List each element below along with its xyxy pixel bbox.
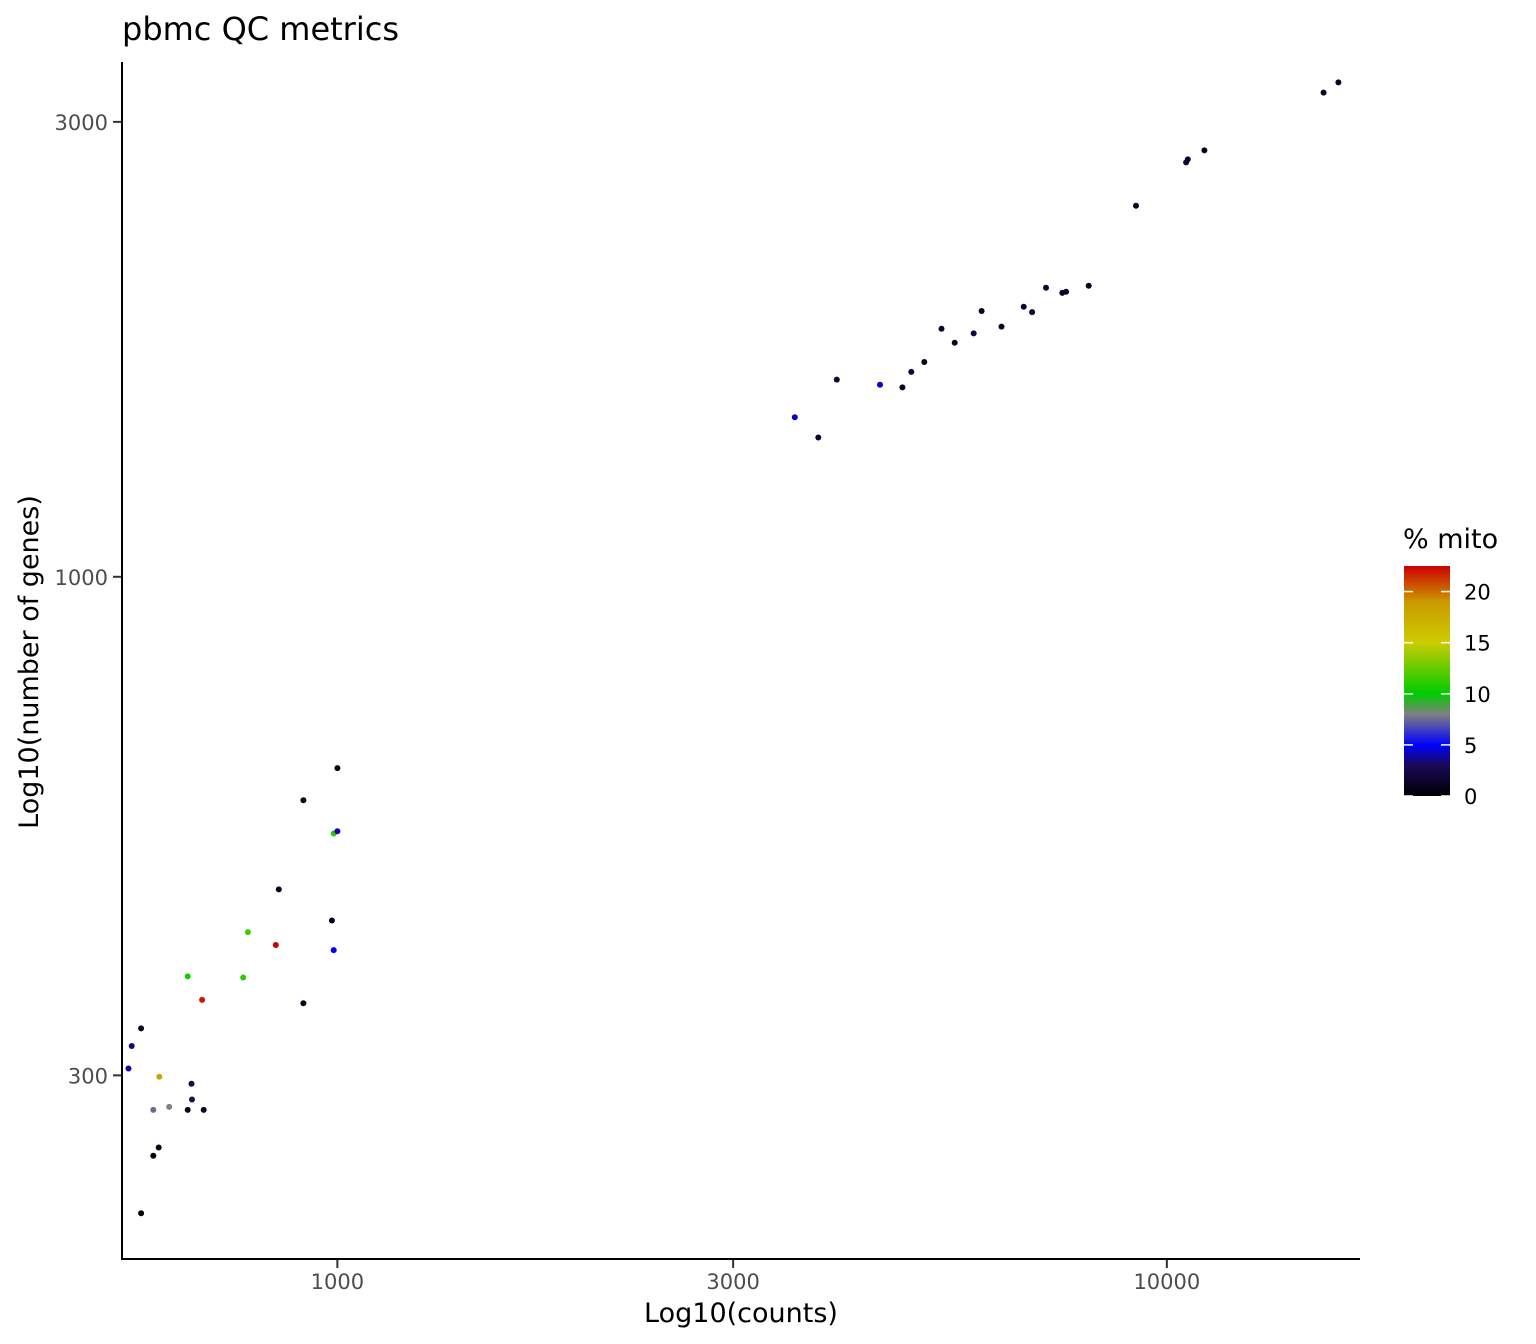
data-point — [272, 942, 279, 948]
data-point — [156, 1073, 163, 1080]
legend-break-label: 0 — [1464, 785, 1477, 809]
data-point — [199, 996, 206, 1003]
data-point — [815, 434, 822, 441]
data-point — [1133, 202, 1139, 209]
y-tick-label: 1000 — [55, 566, 108, 590]
data-point — [240, 974, 247, 981]
x-axis-ticks: 1000 3000 10000 — [311, 1260, 1200, 1294]
data-point — [150, 1106, 157, 1113]
data-point — [791, 414, 798, 421]
y-axis-ticks: 300 1000 3000 — [55, 111, 121, 1088]
x-tick-label: 1000 — [311, 1270, 364, 1294]
data-point — [921, 359, 928, 365]
legend-break-label: 10 — [1464, 683, 1491, 707]
legend-colorbar — [1404, 566, 1450, 796]
data-point — [1085, 282, 1092, 289]
data-points — [125, 79, 1342, 1217]
data-point — [184, 1106, 191, 1113]
data-point — [1059, 289, 1066, 296]
data-point — [1029, 309, 1036, 316]
data-point — [1335, 79, 1342, 86]
data-point — [166, 1103, 173, 1110]
y-tick-label: 3000 — [55, 111, 108, 135]
legend-break-label: 5 — [1464, 734, 1477, 758]
data-point — [877, 381, 883, 388]
chart-title: pbmc QC metrics — [122, 10, 399, 48]
data-point — [334, 765, 341, 772]
data-point — [1201, 147, 1208, 154]
data-point — [138, 1210, 145, 1217]
data-point — [1020, 303, 1027, 310]
data-point — [328, 917, 335, 924]
data-point — [155, 1144, 162, 1151]
legend-break-label: 15 — [1464, 632, 1491, 656]
x-tick-label: 3000 — [706, 1270, 759, 1294]
y-axis-title: Log10(number of genes) — [14, 495, 45, 829]
data-point — [300, 1000, 307, 1007]
data-point — [188, 1080, 195, 1087]
data-point — [908, 368, 915, 375]
data-point — [899, 384, 906, 391]
data-point — [128, 1043, 135, 1049]
data-point — [1183, 159, 1190, 166]
data-point — [998, 323, 1005, 330]
data-point — [125, 1065, 132, 1072]
data-point — [330, 947, 337, 954]
data-point — [275, 886, 282, 893]
data-point — [970, 330, 977, 337]
legend: % mito 0 5 10 15 20 — [1403, 524, 1498, 809]
data-point — [938, 325, 945, 332]
data-point — [184, 973, 191, 980]
legend-title: % mito — [1403, 524, 1498, 555]
data-point — [138, 1025, 145, 1032]
data-point — [244, 929, 251, 936]
data-point — [1043, 284, 1049, 291]
data-point — [833, 376, 840, 383]
x-axis-title: Log10(counts) — [644, 1298, 838, 1329]
data-point — [1320, 89, 1327, 96]
data-point — [200, 1106, 207, 1113]
y-tick-label: 300 — [68, 1064, 108, 1088]
legend-break-label: 20 — [1464, 581, 1491, 605]
x-tick-label: 10000 — [1133, 1270, 1200, 1294]
data-point — [150, 1152, 157, 1159]
data-point — [978, 308, 985, 314]
data-point — [189, 1096, 195, 1103]
data-point — [951, 339, 958, 346]
data-point — [300, 797, 307, 804]
data-point — [334, 828, 341, 835]
